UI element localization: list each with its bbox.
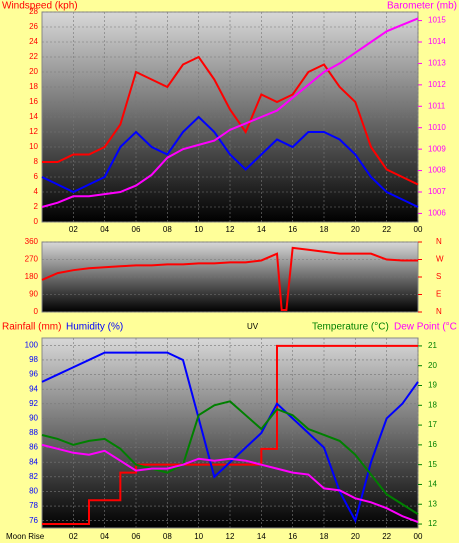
y-tick-label: 96	[29, 370, 38, 379]
x-tick-label: 18	[320, 225, 329, 234]
x-tick-label: 02	[69, 225, 78, 234]
series-line	[42, 55, 419, 186]
y-tick-label: 6	[34, 172, 39, 181]
y-tick-label: 270	[25, 255, 39, 264]
axis-title: Windspeed (kph)	[2, 1, 78, 12]
x-tick-label: 16	[288, 225, 297, 234]
x-tick-label: 18	[320, 532, 329, 541]
y2-tick-label: S	[436, 272, 441, 281]
y-tick-label: 18	[29, 82, 38, 91]
series-line	[41, 400, 419, 515]
y-tick-label: 0	[34, 217, 39, 226]
x-tick-label: 20	[351, 532, 360, 541]
x-tick-label: 22	[382, 225, 391, 234]
y2-tick-label: 1008	[428, 166, 446, 175]
x-tick-label: 22	[382, 532, 391, 541]
y-tick-label: 84	[29, 457, 38, 466]
y2-tick-label: 19	[428, 381, 437, 390]
annotation: Moon Rise	[6, 532, 45, 541]
x-tick-label: 14	[257, 532, 266, 541]
y2-tick-label: 20	[428, 361, 437, 370]
y2-tick-label: 16	[428, 440, 437, 449]
y-tick-label: 26	[29, 22, 38, 31]
x-tick-label: 04	[100, 225, 109, 234]
y-tick-label: 76	[29, 516, 38, 525]
y2-tick-label: N	[436, 237, 442, 246]
y2-tick-label: 14	[428, 480, 437, 489]
y2-tick-label: 21	[428, 341, 437, 350]
y-tick-label: 22	[29, 52, 38, 61]
x-tick-label: 12	[226, 532, 235, 541]
y-tick-label: 12	[29, 127, 38, 136]
y2-tick-label: E	[436, 290, 441, 299]
y2-tick-label: N	[436, 307, 442, 316]
y-tick-label: 78	[29, 501, 38, 510]
y-tick-label: 98	[29, 355, 38, 364]
y2-tick-label: 1006	[428, 209, 446, 218]
series-line	[41, 351, 419, 524]
legend-entry: Dew Point (°C	[394, 322, 457, 333]
y2-tick-label: 15	[428, 460, 437, 469]
y2-tick-label: 1013	[428, 59, 446, 68]
x-tick-label: 14	[257, 225, 266, 234]
x-tick-label: 00	[414, 532, 423, 541]
series-line	[42, 344, 418, 526]
x-tick-label: 08	[163, 532, 172, 541]
series-line	[41, 246, 418, 312]
y2-tick-label: 17	[428, 420, 437, 429]
x-tick-label: 10	[194, 225, 203, 234]
y2-tick-label: 1010	[428, 123, 446, 132]
y-tick-label: 16	[29, 97, 38, 106]
y2-tick-label: 1011	[428, 101, 446, 110]
x-tick-label: 16	[288, 532, 297, 541]
x-tick-label: 04	[100, 532, 109, 541]
series-line	[41, 115, 419, 208]
series-line	[41, 17, 419, 208]
y2-tick-label: 18	[428, 400, 437, 409]
y-tick-label: 90	[29, 290, 38, 299]
y-tick-label: 0	[34, 307, 39, 316]
y-tick-label: 88	[29, 428, 38, 437]
y-tick-label: 80	[29, 487, 38, 496]
y-tick-label: 8	[34, 157, 39, 166]
x-tick-label: 12	[226, 225, 235, 234]
x-tick-label: 02	[69, 532, 78, 541]
y-tick-label: 10	[29, 142, 38, 151]
y2-tick-label: 1012	[428, 80, 446, 89]
x-tick-label: 06	[132, 225, 141, 234]
y-tick-label: 20	[29, 67, 38, 76]
x-tick-label: 00	[414, 225, 423, 234]
y2-tick-label: 1015	[428, 16, 446, 25]
series-line	[41, 443, 419, 523]
legend-entry: Temperature (°C)	[312, 322, 389, 333]
annotation: UV	[247, 322, 259, 331]
y-tick-label: 4	[34, 187, 39, 196]
y-tick-label: 180	[25, 272, 39, 281]
y-tick-label: 92	[29, 399, 38, 408]
y2-tick-label: 12	[428, 519, 437, 528]
x-tick-label: 06	[132, 532, 141, 541]
y-tick-label: 100	[25, 340, 39, 349]
x-tick-label: 10	[194, 532, 203, 541]
legend-entry: Rainfall (mm)	[2, 322, 61, 333]
y2-tick-label: W	[436, 255, 444, 264]
y-tick-label: 24	[29, 37, 38, 46]
y2-tick-label: 1009	[428, 144, 446, 153]
y2-tick-label: 1007	[428, 187, 446, 196]
y-tick-label: 82	[29, 472, 38, 481]
y-tick-label: 90	[29, 413, 38, 422]
y2-tick-label: 13	[428, 499, 437, 508]
y-tick-label: 86	[29, 443, 38, 452]
legend-entry: Humidity (%)	[66, 322, 123, 333]
y2-tick-label: 1014	[428, 37, 446, 46]
x-tick-label: 08	[163, 225, 172, 234]
x-tick-label: 20	[351, 225, 360, 234]
y-tick-label: 28	[29, 7, 38, 16]
y-tick-label: 360	[25, 237, 39, 246]
y-tick-label: 2	[34, 202, 39, 211]
y-tick-label: 14	[29, 112, 38, 121]
axis-title: Barometer (mb)	[387, 1, 457, 12]
y-tick-label: 94	[29, 384, 38, 393]
